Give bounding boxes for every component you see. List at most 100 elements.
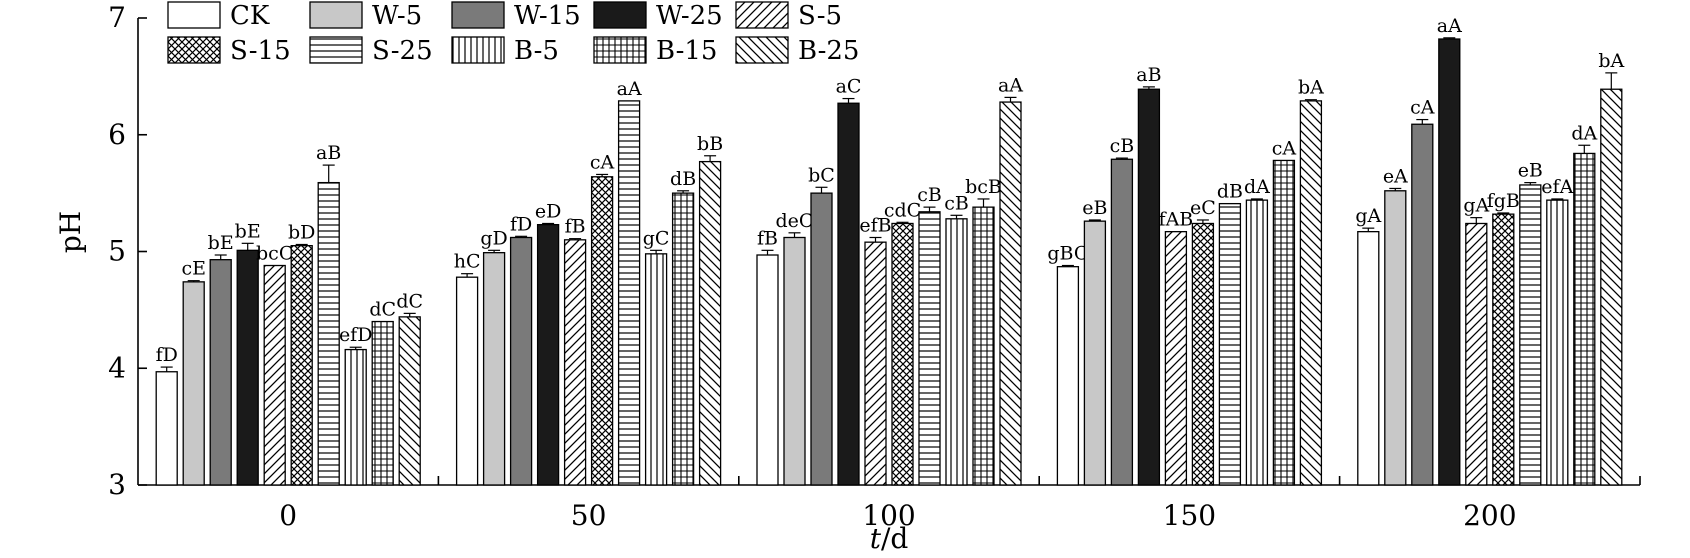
x-tick-label: 0 [279,499,297,532]
bar [837,102,860,486]
bar [1357,231,1380,486]
legend-label: CK [230,1,270,31]
bar [1600,88,1623,486]
data-label: efB [859,214,891,236]
data-label: gD [480,227,507,249]
data-label: cdC [884,199,921,221]
y-tick-label: 7 [108,1,126,34]
data-label: efD [339,324,373,346]
bar [1245,199,1269,486]
bar [1164,231,1188,486]
bar [1438,38,1461,486]
y-tick-label: 5 [108,235,126,268]
bar [671,192,695,486]
data-label: dB [670,168,696,190]
data-label: bA [1298,77,1324,99]
bar [563,239,587,486]
legend-label: W-5 [372,1,422,31]
data-label: fB [565,216,586,238]
legend-swatch [309,36,363,64]
data-label: fD [510,213,532,235]
data-label: gA [1355,205,1381,227]
bar [236,249,259,486]
bar [945,218,968,486]
data-label: dA [1571,122,1597,144]
bar [918,211,941,486]
bar [1218,202,1242,486]
bar [209,259,232,486]
bar [999,101,1022,486]
x-axis-title-variable: t [870,522,882,555]
y-tick-label: 4 [108,351,126,384]
bar [1083,220,1107,486]
legend-label: W-25 [656,1,723,31]
legend-swatch [309,1,363,29]
data-label: efA [1541,176,1573,198]
legend: CK W-5 W-15 W-25 S-5 S-15 S-25 B-5 B-15 B-25 [167,1,859,66]
legend-label: B-5 [514,36,559,66]
bar [155,371,178,486]
legend-label: W-15 [514,1,581,31]
data-label: cB [917,184,942,206]
data-label: cB [1110,135,1135,157]
bar [455,276,479,486]
data-label: cA [1410,97,1435,119]
data-label: bA [1598,50,1624,72]
data-label: fD [156,344,178,366]
data-label: gC [643,227,670,249]
data-label: eD [535,200,561,222]
data-label: cB [944,192,969,214]
data-label: eB [1518,160,1543,182]
bar [756,254,779,486]
x-tick-label: 150 [1163,499,1216,532]
legend-swatch [451,1,505,29]
data-label: dA [1244,176,1270,198]
data-label: bB [697,133,723,155]
data-label: bD [288,221,315,243]
data-label: bC [808,164,835,186]
data-label: cE [181,258,206,280]
data-label: bE [208,232,234,254]
data-label: deC [776,210,814,232]
data-label: aB [1136,64,1161,86]
data-label: bcB [965,176,1002,198]
data-label: bcC [256,243,293,265]
bar [1110,158,1134,486]
data-label: eA [1383,165,1408,187]
data-label: dC [369,299,396,321]
bar [398,316,421,486]
bar [536,223,560,486]
data-label: fgB [1487,190,1520,212]
data-label: fB [757,227,778,249]
bar [1465,222,1488,486]
data-label: gA [1463,195,1489,217]
data-label: aB [316,142,341,164]
data-label: hC [454,251,481,273]
data-label: fAB [1159,209,1194,231]
bar [1299,100,1323,486]
bar [290,245,313,486]
data-label: cA [1272,137,1297,159]
x-axis-title-unit: /d [881,522,908,555]
bar [1384,190,1407,486]
bar [344,348,367,486]
bar [864,241,887,486]
data-label: aA [617,78,642,100]
data-label: bE [235,220,261,242]
y-axis-title: pH [54,211,87,253]
legend-swatch [167,36,221,64]
legend-swatch [735,1,789,29]
legend-swatch [735,36,789,64]
data-label: dC [396,290,423,312]
data-label: gBC [1047,243,1088,265]
bar [698,160,722,486]
legend-label: S-25 [372,36,433,66]
legend-swatch [167,1,221,29]
legend-swatch [451,36,505,64]
data-label: cA [590,151,615,173]
bar [1056,266,1080,486]
x-axis-title: t/d [870,522,909,555]
bar [1137,88,1161,486]
bar [263,264,286,486]
